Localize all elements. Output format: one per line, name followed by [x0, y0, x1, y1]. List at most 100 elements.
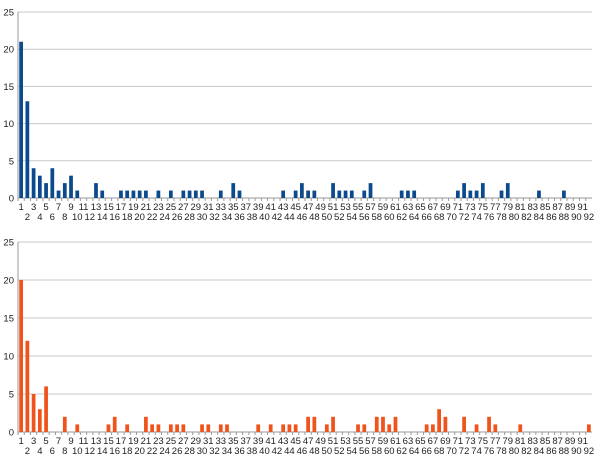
bar: [75, 190, 80, 198]
chart-bottom: 0510152025123456789101112131415161718192…: [3, 238, 594, 458]
bar: [399, 190, 404, 198]
bar: [343, 190, 348, 198]
x-tick-label: 12: [84, 212, 95, 223]
x-tick-label: 23: [153, 436, 164, 447]
x-tick-label: 88: [559, 446, 570, 457]
bar: [100, 190, 105, 198]
x-tick-label: 43: [278, 202, 289, 213]
x-tick-label: 77: [490, 436, 501, 447]
x-tick-label: 17: [116, 202, 127, 213]
bar: [324, 424, 329, 432]
y-tick-label: 5: [9, 156, 14, 167]
bar: [424, 424, 429, 432]
bar: [206, 424, 211, 432]
x-tick-label: 57: [365, 202, 376, 213]
x-tick-label: 31: [203, 202, 214, 213]
x-tick-label: 4: [37, 446, 42, 457]
x-tick-label: 12: [84, 446, 95, 457]
x-tick-label: 78: [496, 212, 507, 223]
x-tick-label: 75: [478, 202, 489, 213]
x-tick-label: 16: [109, 212, 120, 223]
bar: [462, 183, 466, 198]
bar: [150, 424, 155, 432]
x-tick-label: 62: [396, 446, 407, 457]
x-tick-label: 15: [103, 202, 114, 213]
bar: [368, 183, 373, 198]
x-tick-label: 85: [540, 436, 551, 447]
x-tick-label: 19: [128, 202, 139, 213]
x-tick-label: 58: [371, 446, 382, 457]
x-tick-label: 47: [303, 436, 314, 447]
x-tick-label: 86: [546, 446, 557, 457]
x-tick-label: 72: [459, 212, 470, 223]
x-tick-label: 79: [502, 202, 513, 213]
x-tick-label: 89: [565, 202, 576, 213]
bar: [331, 183, 335, 198]
bar: [56, 190, 61, 198]
bar: [37, 409, 42, 432]
x-tick-label: 42: [272, 212, 283, 223]
bar: [168, 190, 173, 198]
bar: [293, 190, 298, 198]
bar: [144, 190, 148, 198]
bar: [487, 416, 491, 432]
x-tick-label: 8: [62, 446, 67, 457]
x-tick-label: 13: [91, 202, 102, 213]
x-tick-label: 21: [141, 202, 152, 213]
x-tick-label: 90: [571, 212, 582, 223]
y-tick-label: 10: [3, 352, 14, 363]
x-tick-label: 75: [478, 436, 489, 447]
x-tick-label: 47: [303, 202, 314, 213]
x-tick-label: 28: [184, 446, 195, 457]
x-tick-label: 39: [253, 436, 264, 447]
bar: [300, 183, 304, 198]
bar: [31, 168, 36, 198]
x-tick-label: 26: [172, 212, 183, 223]
x-tick-label: 61: [390, 436, 401, 447]
bar: [356, 424, 360, 432]
x-tick-label: 60: [384, 446, 395, 457]
bar: [474, 424, 479, 432]
bar: [306, 416, 310, 432]
x-tick-label: 91: [577, 202, 588, 213]
x-tick-label: 76: [484, 446, 495, 457]
x-tick-label: 3: [31, 436, 36, 447]
bar: [106, 424, 111, 432]
x-tick-label: 40: [259, 212, 270, 223]
x-tick-label: 9: [68, 202, 73, 213]
bar: [231, 183, 236, 198]
x-tick-label: 32: [209, 212, 220, 223]
x-tick-label: 26: [172, 446, 183, 457]
x-tick-label: 28: [184, 212, 195, 223]
x-tick-label: 6: [50, 446, 55, 457]
x-tick-label: 85: [540, 202, 551, 213]
x-tick-label: 54: [347, 212, 358, 223]
x-tick-label: 56: [359, 446, 370, 457]
x-tick-label: 91: [577, 436, 588, 447]
bar: [119, 190, 123, 198]
x-tick-label: 27: [178, 202, 189, 213]
bar: [237, 190, 242, 198]
bar: [287, 424, 292, 432]
x-tick-label: 5: [43, 202, 48, 213]
x-tick-label: 34: [222, 446, 233, 457]
x-tick-label: 83: [527, 202, 538, 213]
bar: [381, 416, 385, 432]
x-tick-label: 35: [228, 202, 239, 213]
y-tick-label: 25: [3, 238, 14, 249]
x-tick-label: 92: [584, 446, 595, 457]
bar: [312, 416, 317, 432]
x-tick-label: 10: [72, 446, 83, 457]
x-tick-label: 35: [228, 436, 239, 447]
x-tick-label: 78: [496, 446, 507, 457]
x-tick-label: 59: [378, 436, 389, 447]
bar: [374, 416, 379, 432]
x-tick-label: 5: [43, 436, 48, 447]
bar: [187, 190, 192, 198]
x-tick-label: 83: [527, 436, 538, 447]
bar: [493, 424, 498, 432]
x-tick-label: 36: [234, 446, 245, 457]
y-tick-label: 10: [3, 119, 14, 130]
x-tick-label: 46: [297, 446, 308, 457]
